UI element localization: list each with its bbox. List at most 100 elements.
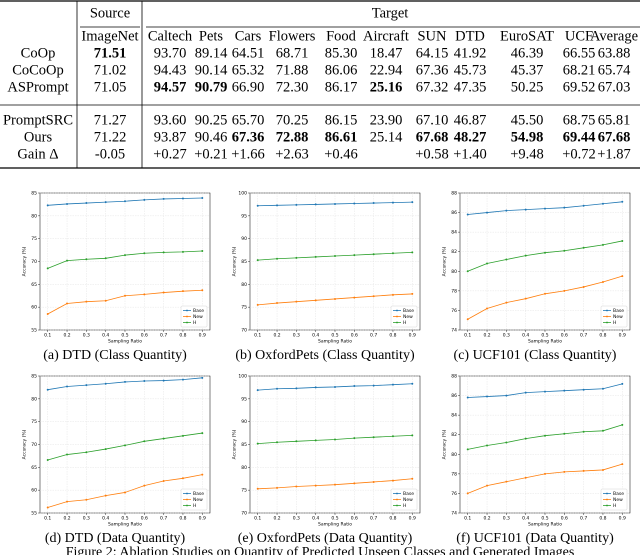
chart-panel: 74 76 78 80 82 84 86 88 0.1 0.2 0.3 0.4 0.5 0.6 0.7 0.8…	[442, 374, 631, 546]
x-axis-label: Sampling Ratio	[108, 522, 142, 528]
y-axis-label: Accuracy (%)	[232, 246, 238, 276]
data-point	[46, 459, 49, 462]
legend-label: Base	[193, 308, 204, 314]
y-tick-label: 75	[31, 236, 37, 242]
data-point	[544, 390, 546, 393]
data-point	[181, 434, 184, 437]
y-tick-label: 85	[31, 191, 37, 197]
x-axis-label: Sampling Ratio	[318, 339, 352, 345]
data-point	[372, 384, 375, 387]
data-point	[314, 484, 317, 487]
x-tick-label: 0.4	[312, 516, 319, 522]
data-point	[486, 395, 489, 398]
y-tick-label: 55	[31, 328, 37, 334]
table-cell: 93.87	[154, 129, 187, 145]
table-cell: 65.32	[232, 62, 265, 78]
data-point	[601, 202, 604, 205]
x-tick-label: 0.8	[599, 333, 606, 339]
legend-label: New	[193, 314, 203, 320]
subfigure-caption: (b) OxfordPets (Class Quantity)	[235, 348, 415, 363]
y-tick-label: 70	[241, 511, 247, 517]
column-header: EuroSAT	[500, 28, 554, 44]
data-point	[201, 197, 204, 200]
data-point	[563, 289, 566, 292]
legend-marker	[186, 309, 188, 312]
y-axis-label: Accuracy (%)	[442, 246, 448, 276]
data-point	[85, 498, 88, 501]
column-header: Pets	[199, 28, 224, 44]
x-tick-label: 0.2	[483, 516, 490, 522]
subfigure-caption: (f) UCF101 (Data Quantity)	[456, 531, 614, 546]
table-cell: 71.27	[94, 112, 127, 128]
data-point	[486, 211, 489, 214]
data-point	[295, 440, 298, 443]
x-tick-label: 0.6	[141, 516, 148, 522]
data-point	[162, 379, 165, 382]
column-header: SUN	[417, 28, 447, 44]
data-point	[372, 480, 375, 483]
column-header: UCF	[565, 28, 593, 44]
table-cell: 65.74	[598, 62, 631, 78]
table-cell: 41.92	[454, 45, 487, 61]
y-tick-label: 74	[451, 328, 457, 334]
data-point	[201, 249, 204, 252]
x-tick-label: 0.2	[273, 516, 280, 522]
table-cell: 72.30	[276, 79, 309, 95]
column-header: Flowers	[269, 28, 316, 44]
data-point	[104, 201, 107, 204]
y-tick-label: 70	[241, 328, 247, 334]
data-point	[276, 204, 279, 207]
table-cell: 94.43	[154, 62, 187, 78]
data-point	[66, 202, 69, 205]
data-point	[104, 448, 107, 451]
data-point	[582, 204, 585, 207]
x-tick-label: 0.7	[370, 333, 377, 339]
legend-box	[390, 305, 418, 328]
data-point	[181, 197, 184, 200]
table-cell: 86.17	[325, 79, 358, 95]
data-point	[621, 200, 624, 203]
data-point	[505, 394, 508, 397]
y-tick-label: 70	[31, 442, 37, 448]
data-point	[314, 255, 317, 258]
x-tick-label: 0.2	[273, 333, 280, 339]
x-tick-label: 0.2	[63, 516, 70, 522]
data-point	[372, 253, 375, 256]
table-cell: 86.15	[325, 112, 358, 128]
table-cell: 90.79	[195, 79, 228, 95]
subfigure-caption: (c) UCF101 (Class Quantity)	[454, 348, 617, 363]
y-tick-label: 80	[241, 465, 247, 471]
data-point	[601, 387, 604, 390]
data-point	[124, 491, 126, 494]
y-tick-label: 82	[451, 432, 457, 438]
data-point	[353, 482, 356, 485]
data-point	[466, 492, 469, 495]
data-point	[505, 441, 508, 444]
data-point	[201, 376, 204, 379]
table-cell: 71.02	[94, 62, 127, 78]
table-cell: -0.05	[95, 146, 125, 162]
x-tick-label: 0.6	[561, 516, 568, 522]
table-cell: 70.25	[276, 112, 309, 128]
data-point	[563, 206, 566, 209]
data-point	[353, 202, 356, 205]
y-tick-label: 85	[241, 442, 247, 448]
table-cell: +1.40	[453, 146, 487, 162]
data-point	[276, 387, 279, 390]
legend-marker	[186, 498, 188, 501]
data-point	[143, 198, 146, 201]
data-point	[621, 463, 624, 466]
data-point	[353, 437, 356, 440]
y-axis-label: Accuracy (%)	[442, 429, 448, 459]
data-point	[256, 487, 259, 490]
y-tick-label: 70	[31, 259, 37, 265]
y-tick-label: 86	[451, 210, 457, 216]
data-point	[162, 437, 165, 440]
data-point	[46, 267, 49, 270]
data-point	[334, 297, 336, 300]
data-point	[276, 486, 279, 489]
data-point	[314, 439, 317, 442]
data-point	[295, 203, 298, 206]
x-tick-label: 0.4	[522, 516, 529, 522]
legend-label: Base	[403, 491, 414, 497]
